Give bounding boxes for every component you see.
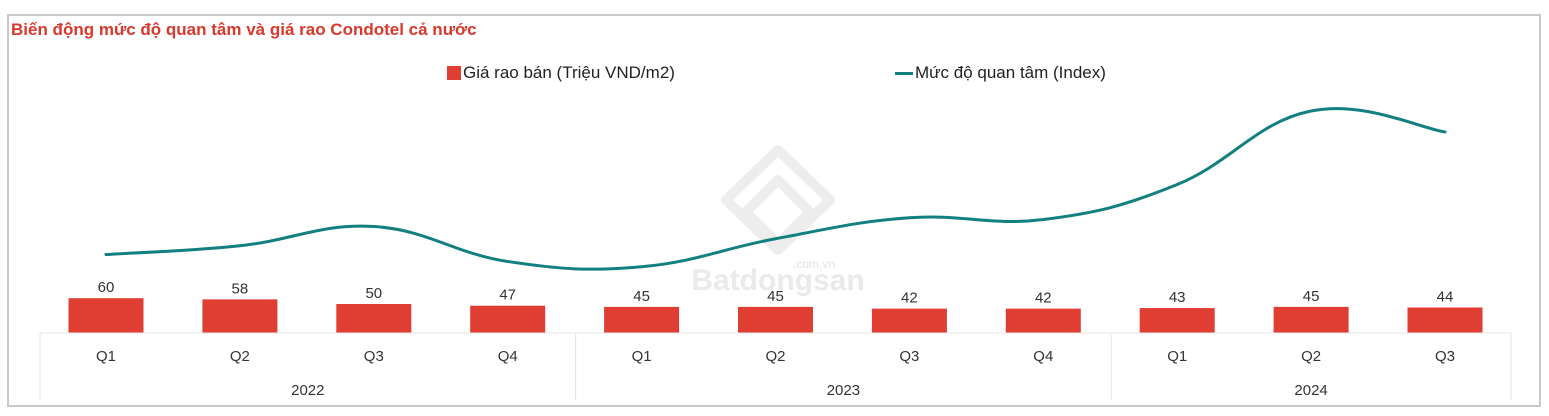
- x-tick-year: 2022: [291, 382, 324, 399]
- bar-value-label: 42: [1035, 290, 1052, 307]
- legend-label-interest: Mức độ quan tâm (Index): [915, 63, 1106, 82]
- x-tick-quarter: Q2: [230, 348, 250, 365]
- watermark-suffix: .com.vn: [793, 257, 835, 271]
- x-tick-quarter: Q4: [1033, 348, 1053, 365]
- bar-7: [1005, 308, 1081, 333]
- bar-value-label: 44: [1437, 288, 1454, 305]
- bar-value-label: 45: [633, 288, 650, 305]
- legend-item-price: Giá rao bán (Triệu VND/m2): [447, 63, 675, 83]
- bar-value-label: 50: [365, 285, 382, 302]
- x-tick-quarter: Q2: [765, 348, 785, 365]
- bar-10: [1407, 307, 1483, 333]
- watermark-text: Batdongsan: [691, 264, 864, 297]
- bar-8: [1139, 308, 1215, 333]
- bar-2: [336, 304, 412, 333]
- chart-frame: [7, 14, 1541, 407]
- bar-value-label: 60: [98, 279, 115, 296]
- bar-value-label: 47: [499, 287, 516, 304]
- bar-value-label: 43: [1169, 289, 1186, 306]
- x-tick-quarter: Q3: [364, 348, 384, 365]
- bar-value-label: 42: [901, 290, 918, 307]
- bar-value-label: 58: [232, 280, 249, 297]
- bar-1: [202, 299, 278, 333]
- x-tick-quarter: Q1: [1167, 348, 1187, 365]
- bar-value-label: 45: [767, 288, 784, 305]
- x-tick-quarter: Q4: [498, 348, 518, 365]
- x-tick-quarter: Q3: [1435, 348, 1455, 365]
- x-tick-quarter: Q2: [1301, 348, 1321, 365]
- bar-swatch-icon: [447, 66, 461, 80]
- bar-3: [470, 305, 546, 333]
- legend-label-price: Giá rao bán (Triệu VND/m2): [463, 63, 675, 82]
- x-tick-quarter: Q1: [96, 348, 116, 365]
- bar-6: [871, 308, 947, 333]
- bar-0: [68, 298, 144, 333]
- x-tick-quarter: Q1: [632, 348, 652, 365]
- x-tick-quarter: Q3: [899, 348, 919, 365]
- interest-line: [104, 107, 1447, 271]
- x-tick-year: 2024: [1294, 382, 1327, 399]
- bar-value-label: 45: [1303, 288, 1320, 305]
- bar-4: [604, 306, 680, 333]
- bar-5: [738, 306, 813, 333]
- legend-item-interest: Mức độ quan tâm (Index): [895, 63, 1106, 83]
- bar-9: [1273, 306, 1349, 333]
- watermark-logo-icon: [721, 145, 835, 255]
- line-swatch-icon: [895, 71, 913, 75]
- chart-title: Biến động mức độ quan tâm và giá rao Con…: [11, 20, 477, 39]
- x-tick-year: 2023: [827, 382, 860, 399]
